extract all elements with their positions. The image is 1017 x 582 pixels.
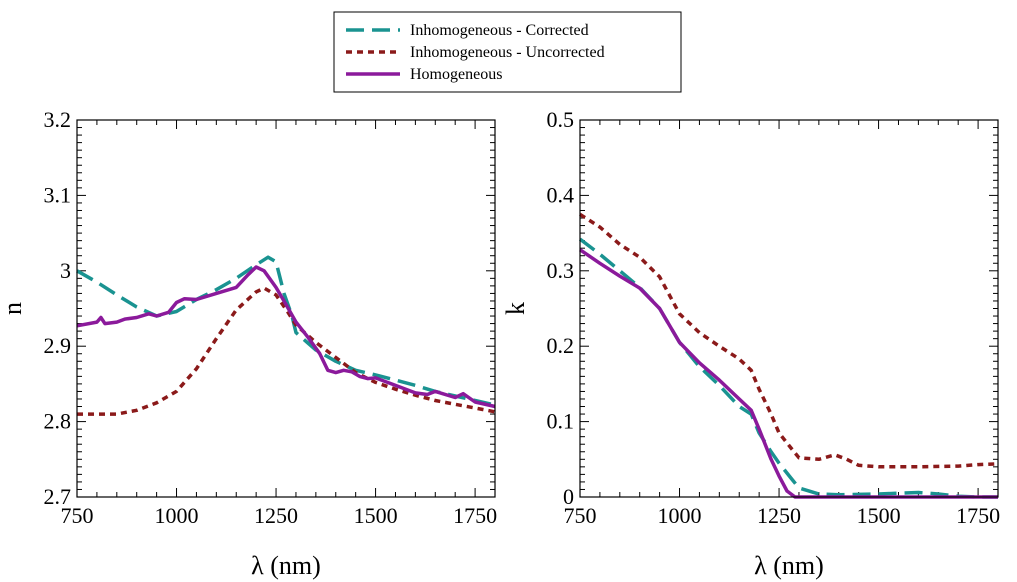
y-tick-label-k: 0.2 [547,333,575,358]
series-lines-n [76,255,496,416]
legend-label-uncorrected: Inhomogeneous - Uncorrected [410,44,605,61]
x-tick-label-k: 1500 [857,503,901,528]
series-line-inhomogeneous-uncorrected-k [579,212,999,469]
legend: Inhomogeneous - Corrected Inhomogeneous … [333,11,682,93]
plot-frame-k [579,119,999,498]
x-tick-label-n: 1250 [254,503,298,528]
legend-label-homogeneous: Homogeneous [410,66,502,83]
legend-label-corrected: Inhomogeneous - Corrected [410,22,589,39]
series-line-homogeneous-k [579,248,998,499]
y-tick-label-k: 0 [563,484,574,509]
x-tick-label-n: 1000 [155,503,199,528]
x-tick-label-k: 1250 [757,503,801,528]
y-tick-label-k: 0.5 [547,107,575,132]
series-line-inhomogeneous-uncorrected-n [77,286,496,416]
y-tick-label-n: 3.2 [44,107,72,132]
x-axis-label-k: λ (nm) [754,551,824,580]
plot-frame-n [76,119,496,498]
x-tick-label-k: 1000 [658,503,702,528]
chart-n: 750 1000 1250 1500 1750 2.7 2.8 2.9 3 3.1 3.2 λ (… [0,107,497,580]
x-tick-label-n: 1500 [354,503,398,528]
x-tick-label-k: 1750 [956,503,1000,528]
series-lines-k [578,212,999,499]
x-ticks-n: 750 1000 1250 1500 1750 [61,120,497,528]
x-axis-label-n: λ (nm) [251,551,321,580]
series-line-inhomogeneous-corrected-n [76,255,496,407]
x-tick-label-k: 750 [564,503,597,528]
y-tick-label-k: 0.1 [547,409,575,434]
y-tick-label-n: 2.9 [44,333,72,358]
y-tick-label-k: 0.3 [547,258,575,283]
y-axis-label-k: k [501,302,530,315]
y-tick-label-n: 3 [60,258,71,283]
chart-k: 750 1000 1250 1500 1750 0 0.1 0.2 0.3 0.4 0.5 λ (… [501,107,1000,580]
x-tick-label-n: 1750 [453,503,497,528]
y-tick-label-n: 2.8 [44,409,72,434]
y-ticks-k: 0 0.1 0.2 0.3 0.4 0.5 [547,107,998,509]
y-tick-label-n: 3.1 [44,182,72,207]
series-line-homogeneous-n [76,265,496,409]
y-axis-label-n: n [0,302,27,315]
y-tick-label-k: 0.4 [547,182,575,207]
x-tick-label-n: 750 [61,503,94,528]
y-tick-label-n: 2.7 [44,484,72,509]
y-ticks-n: 2.7 2.8 2.9 3 3.1 3.2 [44,107,495,509]
series-line-inhomogeneous-corrected-k [578,237,998,499]
x-ticks-k: 750 1000 1250 1500 1750 [564,120,1000,528]
